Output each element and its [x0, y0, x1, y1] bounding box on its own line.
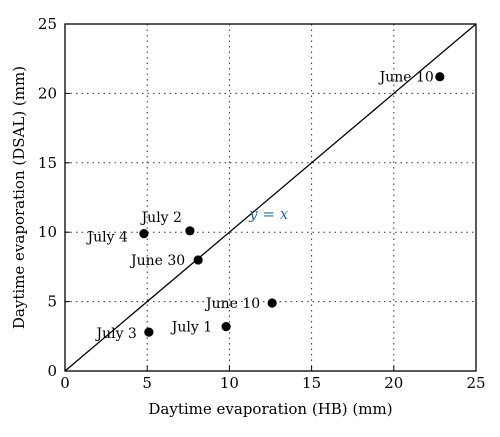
data-point-label: July 1	[170, 320, 212, 336]
x-tick-label: 0	[60, 374, 70, 392]
data-point	[193, 255, 203, 265]
y-tick-label: 20	[38, 84, 57, 102]
data-point-label: June 10	[204, 296, 260, 312]
data-points	[139, 72, 445, 337]
data-point-label: July 4	[86, 230, 128, 246]
x-tick-label: 20	[384, 374, 403, 392]
data-point-label: June 10	[378, 70, 434, 86]
y-tick-label: 25	[38, 15, 57, 33]
plot-frame	[64, 23, 477, 372]
x-tick-label: 10	[220, 374, 239, 392]
y-axis-ticks: 0 5 10 15 20 25	[38, 15, 70, 380]
data-point-label: July 2	[140, 210, 182, 226]
x-tick-label: 15	[302, 374, 321, 392]
data-point-label: June 30	[129, 253, 185, 269]
data-point	[435, 72, 445, 82]
y-tick-label: 10	[38, 223, 57, 241]
data-point	[144, 327, 154, 337]
x-tick-label: 5	[142, 374, 152, 392]
y-tick-label: 0	[47, 362, 57, 380]
x-tick-label: 25	[466, 374, 485, 392]
x-axis-title: Daytime evaporation (HB) (mm)	[148, 400, 392, 418]
reference-line-y-equals-x	[64, 23, 477, 372]
data-point	[185, 226, 195, 236]
grid-lines	[65, 24, 476, 371]
y-axis-title: Daytime evaporation (DSAL) (mm)	[10, 66, 28, 329]
y-tick-label: 15	[38, 154, 57, 172]
reference-line-label: y = x	[248, 205, 289, 223]
data-point	[267, 298, 277, 308]
data-point	[139, 228, 149, 239]
y-tick-label: 5	[47, 293, 57, 311]
data-point	[221, 321, 231, 332]
data-point-label: July 3	[94, 326, 136, 342]
x-axis-ticks: 0 5 10 15 20 25	[60, 366, 486, 392]
